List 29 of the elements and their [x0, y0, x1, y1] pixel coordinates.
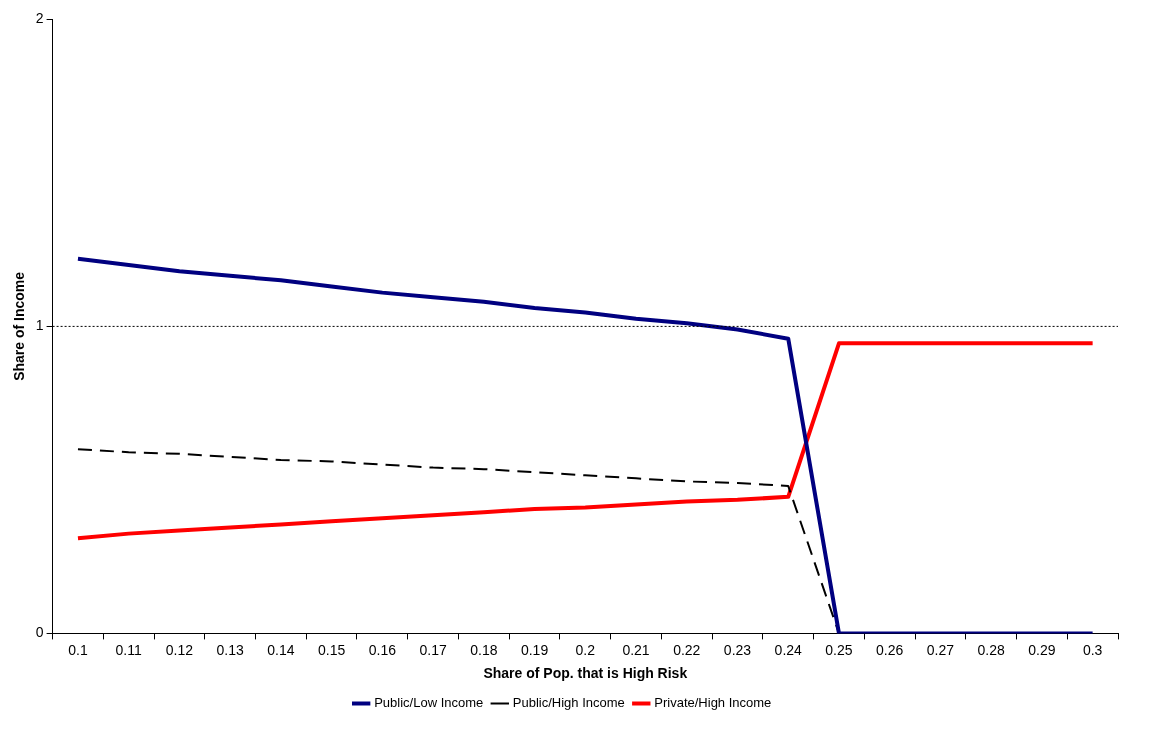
x-axis-title: Share of Pop. that is High Risk — [483, 665, 688, 682]
x-tick-label: 0.3 — [1082, 641, 1103, 658]
x-tick-label: 0.16 — [368, 641, 397, 658]
x-tick-label: 0.24 — [774, 641, 803, 658]
legend-label: Private/High Income — [654, 695, 772, 711]
x-tick-label: 0.14 — [267, 641, 295, 658]
y-tick-label: 2 — [35, 10, 44, 27]
x-tick-label: 0.1 — [68, 641, 88, 658]
y-axis-title: Share of Income — [11, 271, 28, 381]
x-tick-label: 0.26 — [876, 641, 904, 658]
x-tick-label: 0.13 — [216, 641, 244, 658]
x-tick-label: 0.11 — [115, 641, 142, 658]
x-tick-label: 0.25 — [825, 641, 853, 658]
x-tick-label: 0.21 — [622, 641, 650, 658]
x-tick-label: 0.27 — [926, 641, 955, 658]
y-tick-label: 0 — [35, 624, 44, 641]
x-tick-label: 0.2 — [575, 641, 596, 658]
x-tick-label: 0.28 — [977, 641, 1005, 658]
x-tick-label: 0.12 — [165, 641, 194, 658]
x-tick-label: 0.22 — [673, 641, 701, 658]
x-tick-label: 0.19 — [520, 641, 549, 658]
x-tick-label: 0.23 — [723, 641, 752, 658]
x-tick-label: 0.18 — [470, 641, 498, 658]
x-tick-label: 0.29 — [1028, 641, 1056, 658]
y-tick-label: 1 — [35, 317, 44, 334]
x-tick-label: 0.17 — [419, 641, 447, 658]
legend-label: Public/Low Income — [374, 695, 484, 711]
x-tick-label: 0.15 — [318, 641, 346, 658]
legend-label: Public/High Income — [512, 695, 625, 711]
